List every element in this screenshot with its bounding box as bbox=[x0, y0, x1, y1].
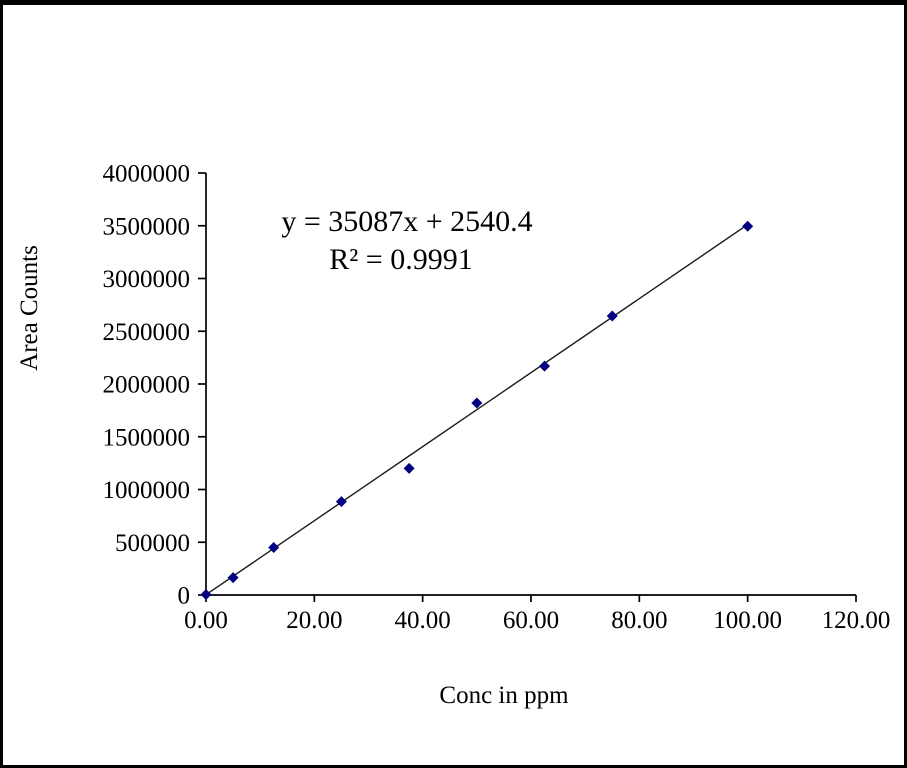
y-tick-label: 1500000 bbox=[103, 424, 191, 451]
x-tick-label: 120.00 bbox=[822, 607, 891, 634]
data-point-marker bbox=[403, 462, 415, 474]
x-tick-label: 100.00 bbox=[713, 607, 782, 634]
y-tick-label: 2000000 bbox=[103, 372, 191, 399]
calibration-scatter-chart: 0 500000 1000000 1500000 2000000 2500000 30000… bbox=[16, 161, 891, 710]
x-tick-label: 40.00 bbox=[395, 607, 451, 634]
y-axis-title: Area Counts bbox=[16, 245, 43, 371]
y-tick-label: 4000000 bbox=[103, 161, 191, 188]
data-point-marker bbox=[268, 542, 280, 554]
trendline bbox=[205, 223, 749, 596]
y-tick-label: 3000000 bbox=[103, 266, 191, 293]
x-tick-label: 20.00 bbox=[286, 607, 342, 634]
y-tick-label: 500000 bbox=[115, 530, 190, 557]
trendline-equation-text: y = 35087x + 2540.4 bbox=[281, 205, 532, 238]
data-point-marker bbox=[471, 397, 483, 409]
y-tick-label: 0 bbox=[178, 583, 191, 610]
axes-layer: 0 500000 1000000 1500000 2000000 2500000 30000… bbox=[103, 161, 891, 635]
data-point-marker bbox=[227, 572, 239, 584]
x-tick-label: 0.00 bbox=[184, 607, 228, 634]
x-tick-label: 80.00 bbox=[611, 607, 667, 634]
y-tick-label: 2500000 bbox=[103, 319, 191, 346]
data-point-marker bbox=[742, 220, 754, 232]
x-axis-title: Conc in ppm bbox=[439, 682, 569, 709]
y-tick-label: 3500000 bbox=[103, 213, 191, 240]
r-squared-text: R² = 0.9991 bbox=[329, 243, 472, 276]
data-point-marker bbox=[200, 588, 212, 600]
data-point-marker bbox=[606, 310, 618, 322]
y-tick-label: 1000000 bbox=[103, 477, 191, 504]
x-tick-label: 60.00 bbox=[503, 607, 559, 634]
data-point-marker bbox=[539, 360, 551, 372]
data-series-layer bbox=[200, 220, 754, 600]
data-point-marker bbox=[335, 496, 347, 508]
